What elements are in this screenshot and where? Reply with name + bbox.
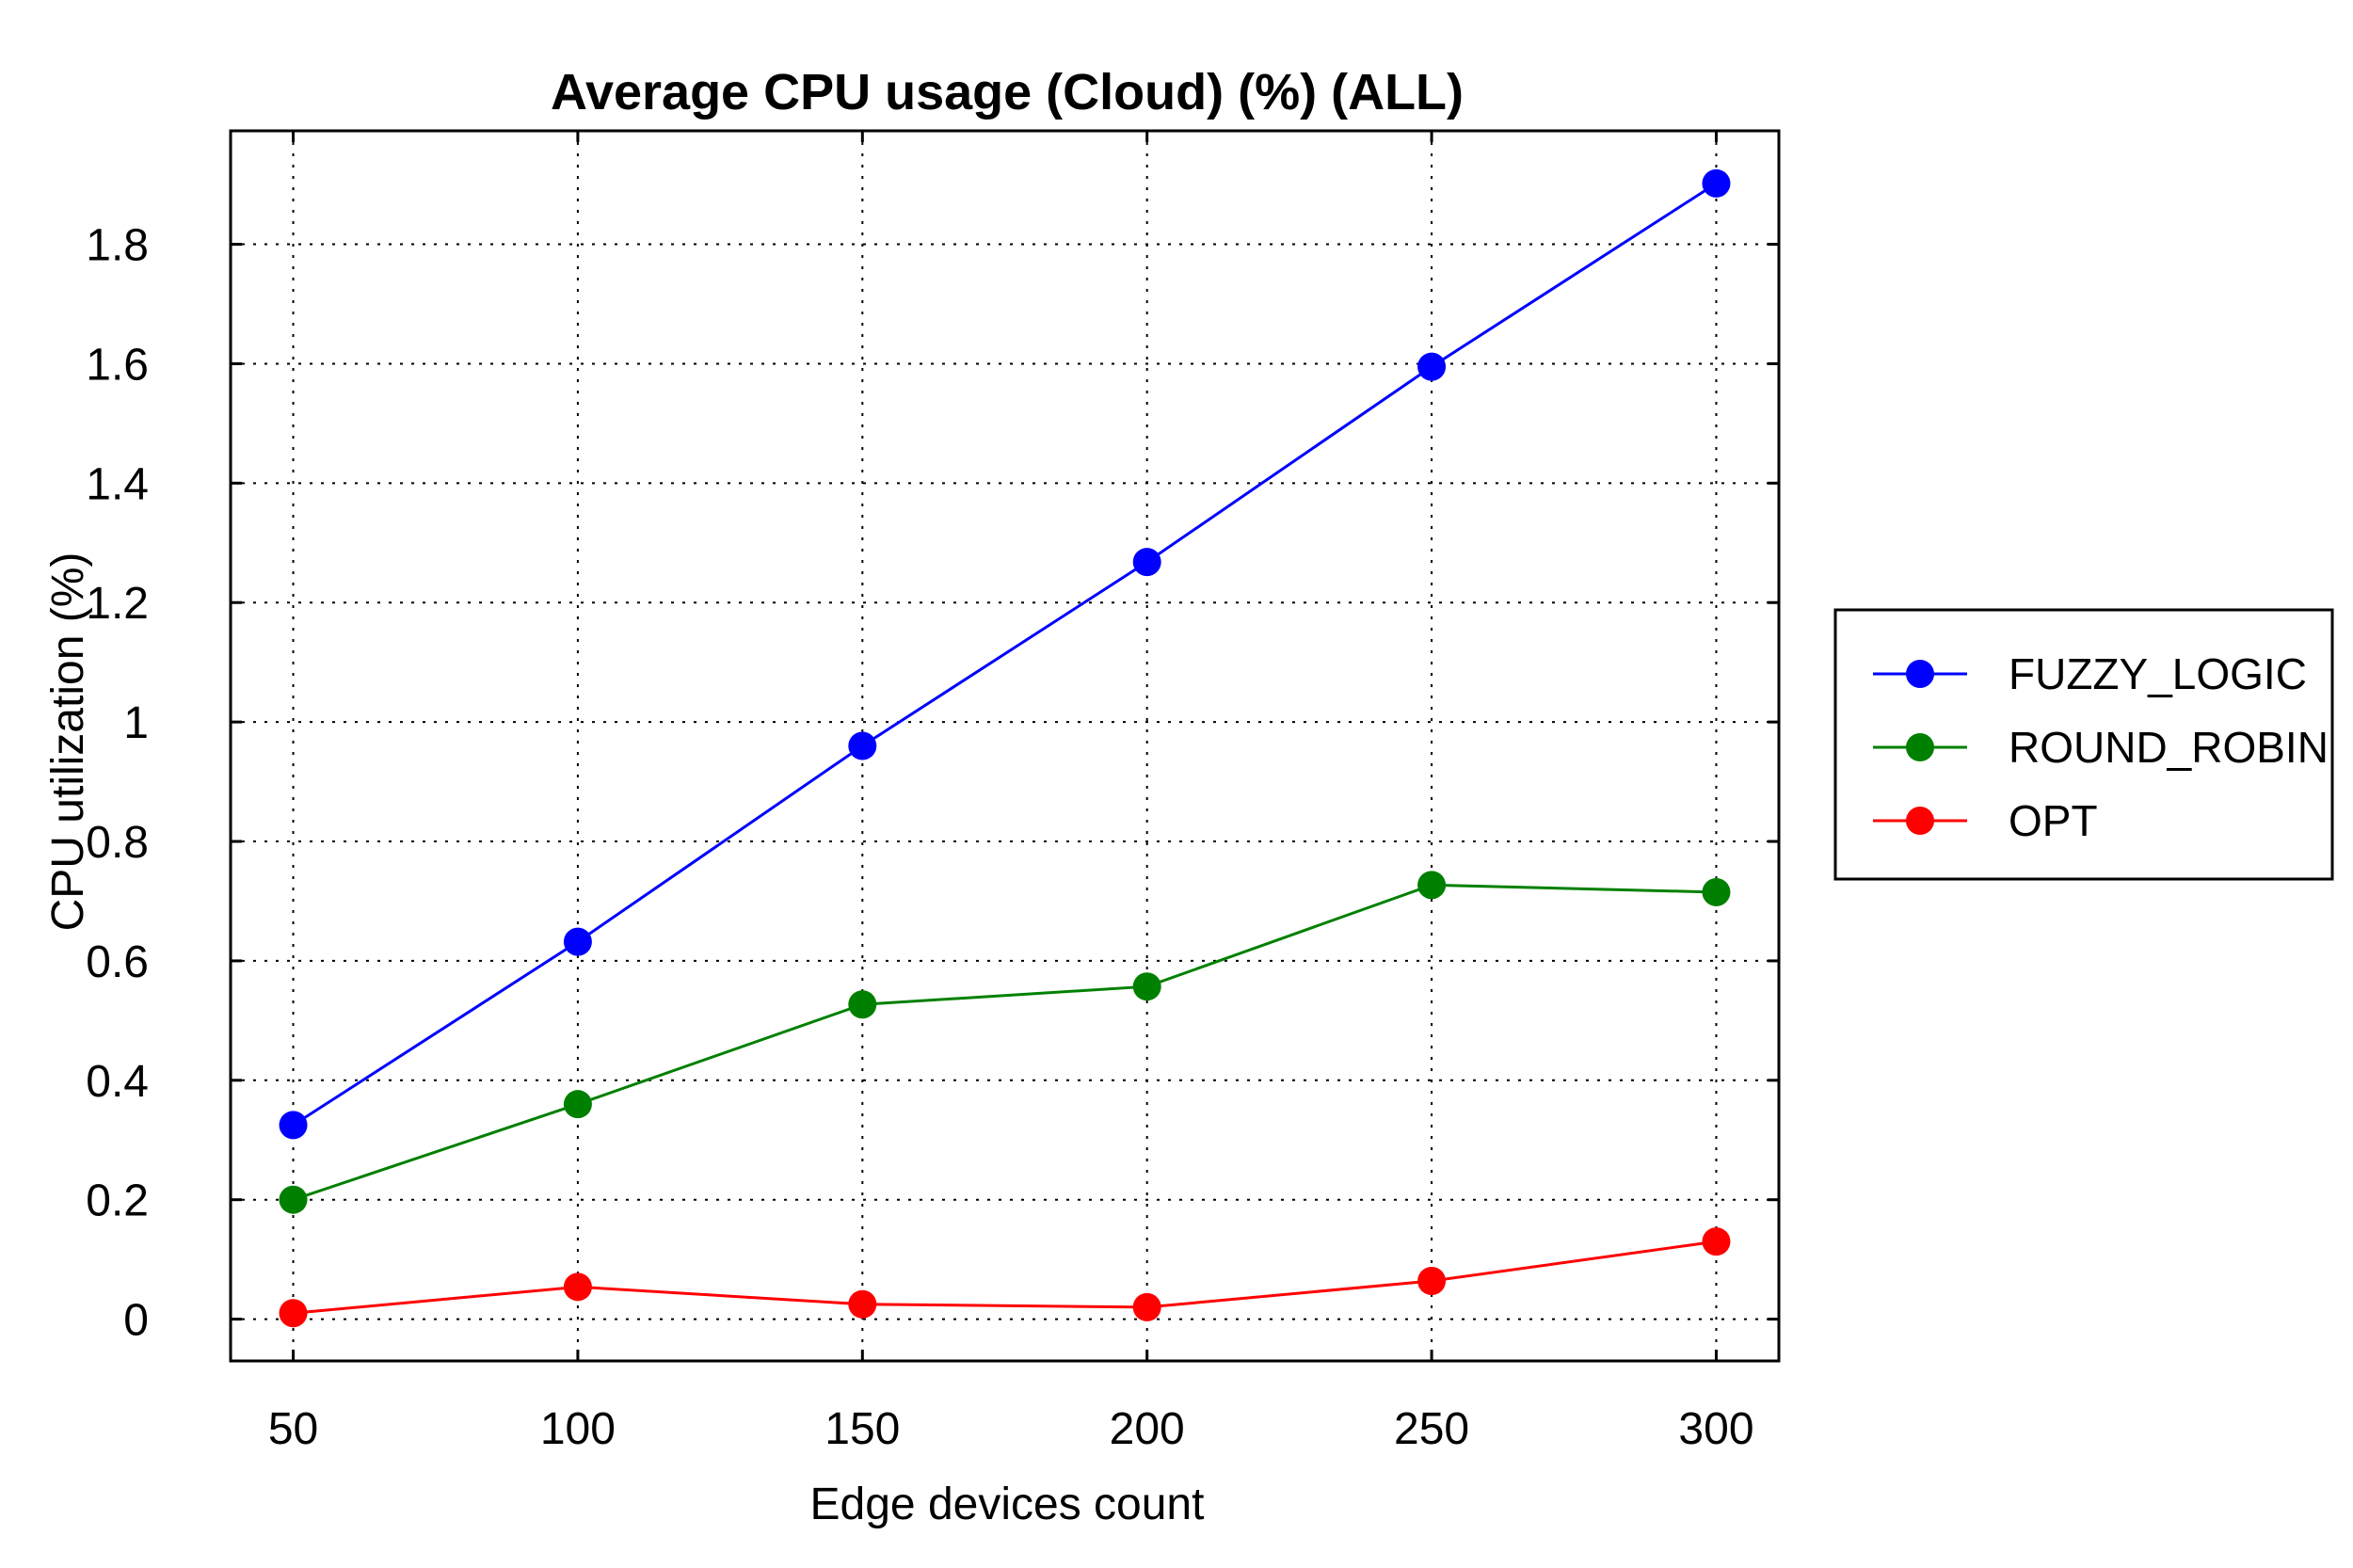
y-tick-label: 1.2 xyxy=(86,579,149,629)
data-point xyxy=(1417,871,1447,900)
axis-ticks: 50 100 150 200 250 300 0 0.2 0.4 0.6 0.8 1 1.2 1.4 1.6… xyxy=(86,131,1779,1454)
data-point xyxy=(279,1299,308,1328)
series-0 xyxy=(279,168,1731,1140)
y-axis-label: CPU utilization (%) xyxy=(43,552,93,932)
plot-frame xyxy=(229,129,1781,1363)
y-tick-label: 0.4 xyxy=(86,1057,149,1107)
data-point xyxy=(1702,877,1731,906)
data-point xyxy=(279,1111,308,1140)
y-tick-label: 0.2 xyxy=(86,1176,149,1226)
data-point xyxy=(279,1185,308,1214)
x-tick-label: 50 xyxy=(268,1404,318,1454)
legend-item: FUZZY_LOGIC xyxy=(1873,649,2307,698)
data-point xyxy=(848,990,877,1019)
legend-marker xyxy=(1906,733,1934,761)
series-layer xyxy=(279,168,1731,1328)
series-line xyxy=(292,182,1718,1127)
legend: FUZZY_LOGIC ROUND_ROBIN OPT xyxy=(1833,608,2334,881)
y-tick-label: 1.4 xyxy=(86,459,149,509)
data-point xyxy=(1132,972,1161,1001)
legend-item: ROUND_ROBIN xyxy=(1873,723,2329,772)
chart-title: Average CPU usage (Cloud) (%) (ALL) xyxy=(551,64,1464,120)
series-line xyxy=(293,1240,1717,1315)
series-line xyxy=(293,883,1717,1202)
x-tick-label: 300 xyxy=(1678,1404,1753,1454)
data-point xyxy=(1132,1292,1161,1321)
series-2 xyxy=(279,1227,1731,1328)
data-point xyxy=(563,927,592,956)
data-point xyxy=(1132,548,1161,577)
x-tick-label: 150 xyxy=(824,1404,900,1454)
legend-marker xyxy=(1906,660,1934,688)
data-point xyxy=(1417,1266,1447,1295)
legend-label: OPT xyxy=(2009,796,2098,845)
y-tick-label: 0.6 xyxy=(86,937,149,987)
y-tick-label: 1.8 xyxy=(86,221,149,271)
y-tick-label: 1.6 xyxy=(86,340,149,390)
data-point xyxy=(563,1090,592,1119)
legend-label: FUZZY_LOGIC xyxy=(2009,649,2307,698)
data-point xyxy=(1702,168,1731,198)
grid xyxy=(231,131,1779,1361)
x-axis-label: Edge devices count xyxy=(810,1480,1205,1529)
x-tick-label: 250 xyxy=(1394,1404,1469,1454)
data-point xyxy=(1702,1227,1731,1256)
data-point xyxy=(563,1272,592,1302)
x-tick-label: 100 xyxy=(540,1404,616,1454)
series-1 xyxy=(279,871,1731,1214)
legend-label: ROUND_ROBIN xyxy=(2009,723,2329,772)
y-tick-label: 0 xyxy=(123,1296,149,1346)
data-point xyxy=(848,731,877,760)
legend-marker xyxy=(1906,807,1934,835)
y-tick-label: 0.8 xyxy=(86,818,149,868)
x-tick-label: 200 xyxy=(1110,1404,1185,1454)
data-point xyxy=(1417,352,1447,381)
y-tick-label: 1 xyxy=(123,698,149,748)
legend-item: OPT xyxy=(1873,796,2098,845)
data-point xyxy=(848,1289,877,1319)
